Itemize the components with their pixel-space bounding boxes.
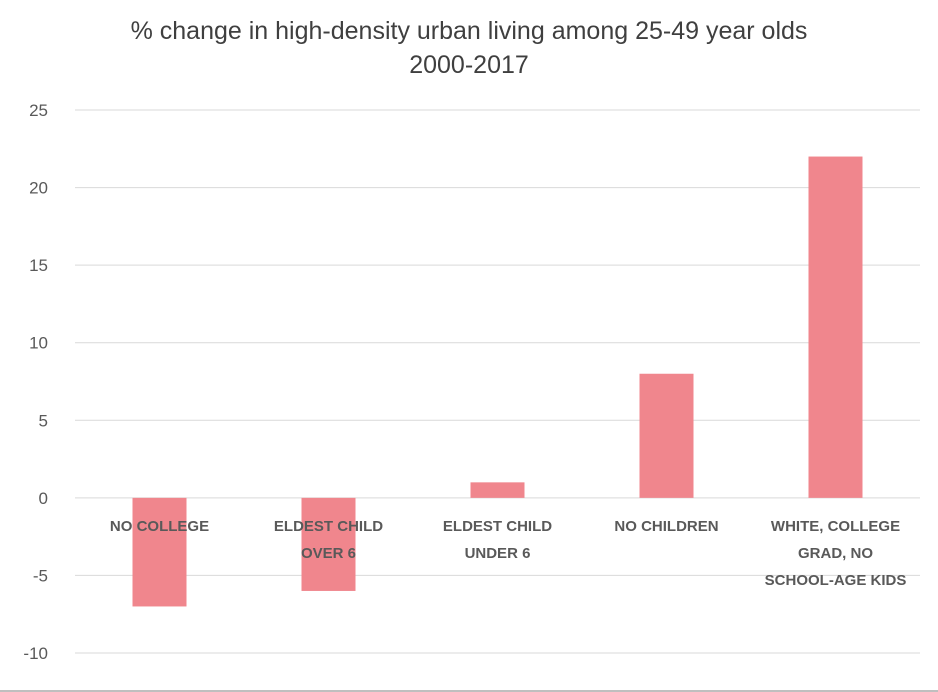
bars — [132, 156, 863, 607]
gridlines — [75, 109, 920, 654]
y-tick-label: 20 — [29, 179, 48, 198]
category-label: OVER 6 — [301, 545, 356, 562]
chart-title-line1: % change in high-density urban living am… — [130, 17, 808, 45]
category-label: WHITE, COLLEGE — [771, 518, 900, 535]
y-tick-label: 10 — [29, 334, 48, 353]
y-tick-label: 15 — [29, 256, 48, 275]
category-label: SCHOOL-AGE KIDS — [765, 572, 907, 589]
category-label: NO CHILDREN — [614, 518, 718, 535]
category-labels: NO COLLEGE ELDEST CHILD OVER 6 ELDEST CHILD… — [110, 518, 906, 589]
y-tick-label: -10 — [23, 644, 48, 663]
bar — [470, 482, 525, 498]
y-tick-label: 25 — [29, 101, 48, 120]
y-tick-label: 5 — [39, 411, 48, 430]
y-axis-ticks: 25 20 15 10 5 0 -5 -10 — [23, 101, 48, 663]
bar — [808, 156, 863, 498]
bar — [301, 497, 356, 591]
category-label: ELDEST CHILD — [274, 518, 383, 535]
bar — [639, 373, 694, 498]
bar — [132, 497, 187, 607]
y-tick-label: 0 — [39, 489, 48, 508]
y-tick-label: -5 — [33, 566, 48, 585]
category-label: ELDEST CHILD — [443, 518, 552, 535]
category-label: UNDER 6 — [465, 545, 531, 562]
category-label: GRAD, NO — [798, 545, 873, 562]
chart-title-line2: 2000-2017 — [409, 51, 529, 79]
chart-title: % change in high-density urban living am… — [0, 14, 938, 82]
category-label: NO COLLEGE — [110, 518, 209, 535]
